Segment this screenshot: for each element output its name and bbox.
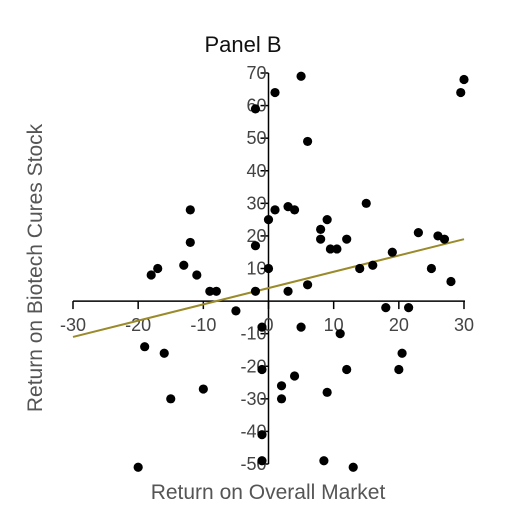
data-point [319, 456, 329, 466]
data-point [459, 74, 469, 85]
y-tick-label: 50 [246, 128, 266, 148]
data-point [342, 364, 352, 375]
data-point [133, 462, 143, 472]
regression-line-group [72, 238, 465, 338]
data-point [159, 348, 169, 358]
data-point [146, 270, 156, 280]
data-point [289, 371, 300, 381]
data-point [263, 215, 274, 225]
data-point [250, 286, 261, 296]
data-point [387, 247, 397, 257]
data-point [439, 234, 450, 244]
chart-title: Panel B [204, 32, 281, 57]
data-point [303, 136, 313, 147]
data-point [368, 260, 378, 270]
data-point [316, 234, 326, 244]
x-tick-label: 20 [389, 315, 409, 335]
data-point [361, 198, 371, 208]
data-point [426, 263, 437, 274]
data-point [250, 241, 261, 251]
data-point [355, 263, 365, 274]
data-point [316, 224, 326, 234]
data-point [185, 205, 195, 215]
data-point [296, 71, 306, 81]
x-tick-label: 0 [263, 315, 273, 335]
data-point [335, 329, 345, 339]
data-point [322, 387, 332, 397]
y-axis-title: Return on Biotech Cures Stock [24, 123, 47, 412]
data-point [289, 205, 300, 215]
data-point [332, 244, 342, 254]
data-point [325, 244, 336, 254]
data-point [394, 364, 404, 375]
data-point [250, 104, 261, 114]
data-point [192, 270, 202, 280]
x-tick-label: -10 [190, 315, 216, 335]
data-point [179, 260, 189, 270]
data-point [413, 228, 423, 238]
data-point [404, 303, 414, 313]
data-point [140, 342, 150, 352]
x-tick-label: -20 [125, 315, 151, 335]
data-point [397, 348, 407, 358]
y-tick-label: 70 [246, 63, 266, 83]
x-tick-label: -30 [60, 315, 86, 335]
data-point [153, 263, 163, 274]
y-tick-label: 10 [246, 259, 266, 279]
data-points [133, 71, 469, 472]
data-point [296, 322, 306, 332]
data-point [257, 322, 267, 332]
data-point [348, 462, 358, 472]
data-point [231, 306, 241, 316]
data-point [276, 381, 287, 391]
data-point [257, 430, 267, 440]
data-point [257, 456, 267, 466]
data-point [270, 205, 280, 215]
regression-line [72, 238, 465, 338]
data-point [185, 237, 195, 248]
data-point [322, 215, 332, 225]
data-point [198, 384, 208, 394]
data-point [211, 286, 221, 296]
y-tick-label: 20 [246, 226, 266, 246]
data-point [303, 280, 313, 290]
y-tick-label: 40 [246, 161, 266, 181]
data-point [446, 276, 456, 287]
y-tick-label: 30 [246, 193, 266, 213]
data-point [270, 87, 280, 98]
data-point [283, 286, 293, 296]
x-tick-label: 30 [454, 315, 474, 335]
data-point [257, 364, 267, 375]
data-point [456, 87, 466, 98]
data-point [276, 394, 287, 404]
data-point [263, 263, 274, 274]
data-point [166, 394, 176, 404]
data-point [342, 234, 352, 244]
data-point [205, 286, 215, 296]
y-tick-label: -30 [240, 389, 266, 409]
data-point [381, 303, 391, 313]
x-axis-title: Return on Overall Market [151, 481, 386, 504]
